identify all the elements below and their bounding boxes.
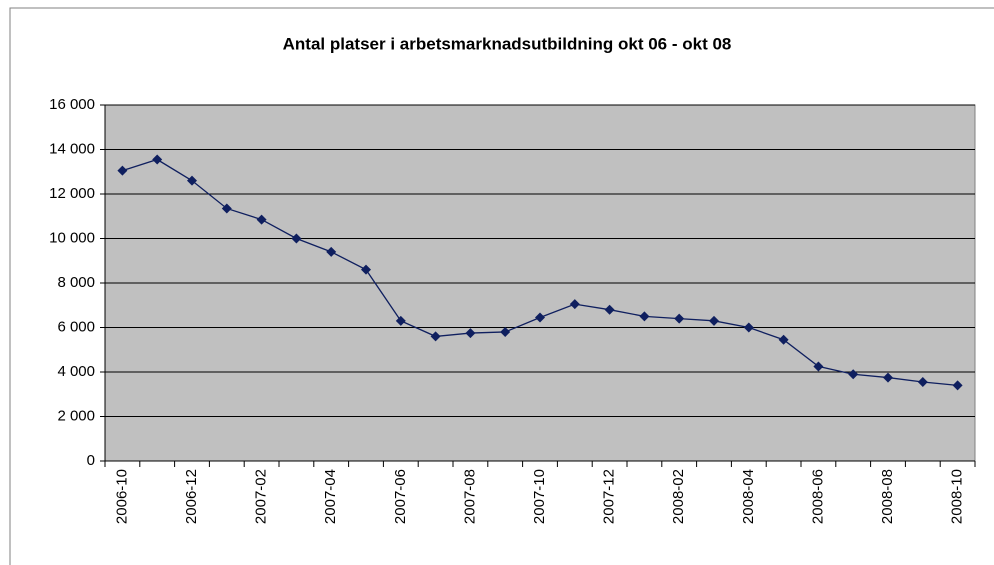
y-tick-label: 2 000: [57, 407, 95, 424]
y-tick-label: 10 000: [49, 229, 95, 246]
data-point: [430, 331, 441, 342]
x-tick-label: 2006-12: [183, 469, 200, 524]
chart-frame: [9, 7, 994, 565]
data-point: [117, 165, 128, 176]
data-point: [395, 315, 406, 326]
y-tick-label: 0: [87, 452, 95, 469]
data-point: [952, 380, 963, 391]
x-tick-label: 2008-08: [879, 469, 896, 524]
x-tick-label: 2006-10: [113, 469, 130, 524]
data-point: [674, 313, 685, 324]
data-point: [813, 361, 824, 372]
x-tick-label: 2007-08: [461, 469, 478, 524]
x-tick-label: 2008-02: [670, 469, 687, 524]
data-point: [848, 369, 859, 380]
data-point: [465, 328, 476, 339]
y-tick-label: 6 000: [57, 318, 95, 335]
data-point: [361, 264, 371, 275]
x-tick-label: 2007-06: [392, 469, 409, 524]
data-point: [917, 377, 928, 388]
data-point: [709, 315, 719, 326]
y-tick-label: 16 000: [49, 96, 95, 113]
data-point: [291, 233, 302, 244]
x-tick-label: 2008-04: [740, 469, 757, 524]
x-tick-label: 2008-06: [809, 469, 826, 524]
data-point: [221, 203, 232, 214]
y-tick-label: 14 000: [49, 140, 95, 157]
data-point: [743, 322, 754, 333]
x-tick-label: 2007-12: [601, 469, 618, 524]
data-point: [604, 304, 615, 315]
chart-title: Antal platser i arbetsmarknadsutbildning…: [283, 34, 732, 53]
data-point: [152, 154, 163, 165]
y-tick-label: 8 000: [57, 274, 95, 291]
data-point: [883, 372, 893, 383]
data-point: [187, 175, 197, 186]
data-point: [326, 246, 337, 257]
x-tick-label: 2008-10: [949, 469, 966, 524]
x-tick-label: 2007-04: [322, 469, 339, 524]
x-tick-label: 2007-02: [253, 469, 270, 524]
data-point: [569, 299, 580, 310]
data-point: [500, 326, 511, 337]
y-tick-label: 4 000: [57, 363, 95, 380]
data-point: [256, 214, 267, 225]
data-point: [778, 334, 789, 345]
x-tick-label: 2007-10: [531, 469, 548, 524]
data-point: [535, 312, 545, 323]
y-tick-label: 12 000: [49, 185, 95, 202]
data-point: [639, 311, 650, 322]
